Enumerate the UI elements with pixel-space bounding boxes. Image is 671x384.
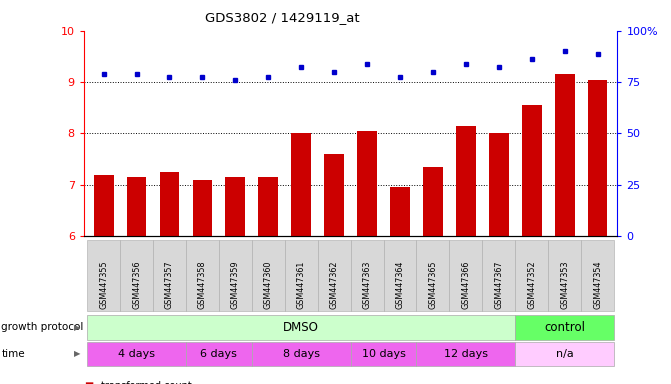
Text: transformed count: transformed count [101, 381, 191, 384]
Text: 8 days: 8 days [282, 349, 319, 359]
Text: GSM447363: GSM447363 [362, 261, 372, 309]
Bar [324, 154, 344, 236]
Bar [456, 126, 476, 236]
Text: GSM447367: GSM447367 [495, 261, 503, 309]
Text: GSM447365: GSM447365 [428, 261, 437, 309]
Bar [225, 177, 245, 236]
Text: control: control [544, 321, 585, 334]
Text: GSM447355: GSM447355 [99, 260, 108, 309]
Text: GSM447359: GSM447359 [231, 260, 240, 309]
Bar [390, 187, 410, 236]
Text: 10 days: 10 days [362, 349, 405, 359]
Text: GSM447364: GSM447364 [395, 261, 405, 309]
Bar [423, 167, 443, 236]
Bar [160, 172, 179, 236]
Text: GSM447352: GSM447352 [527, 260, 536, 309]
Bar [127, 177, 146, 236]
Text: GSM447354: GSM447354 [593, 261, 602, 309]
Text: n/a: n/a [556, 349, 574, 359]
Bar [522, 105, 541, 236]
Bar [94, 174, 113, 236]
Text: GDS3802 / 1429119_at: GDS3802 / 1429119_at [205, 12, 359, 25]
Text: GSM447357: GSM447357 [165, 260, 174, 309]
Bar [555, 74, 574, 236]
Text: growth protocol: growth protocol [1, 322, 84, 333]
Text: ▶: ▶ [74, 349, 81, 358]
Text: GSM447361: GSM447361 [297, 261, 306, 309]
Text: GSM447358: GSM447358 [198, 261, 207, 309]
Text: 6 days: 6 days [201, 349, 238, 359]
Bar [258, 177, 278, 236]
Text: 4 days: 4 days [118, 349, 155, 359]
Text: ▶: ▶ [74, 323, 81, 332]
Bar [489, 134, 509, 236]
Text: ■: ■ [84, 381, 93, 384]
Text: 12 days: 12 days [444, 349, 488, 359]
Bar [357, 131, 377, 236]
Text: GSM447362: GSM447362 [329, 261, 339, 309]
Text: GSM447360: GSM447360 [264, 261, 273, 309]
Bar [588, 79, 607, 236]
Bar [291, 134, 311, 236]
Text: GSM447356: GSM447356 [132, 261, 141, 309]
Text: DMSO: DMSO [283, 321, 319, 334]
Text: time: time [1, 349, 25, 359]
Text: GSM447353: GSM447353 [560, 261, 569, 309]
Text: GSM447366: GSM447366 [462, 261, 470, 309]
Bar [193, 180, 212, 236]
